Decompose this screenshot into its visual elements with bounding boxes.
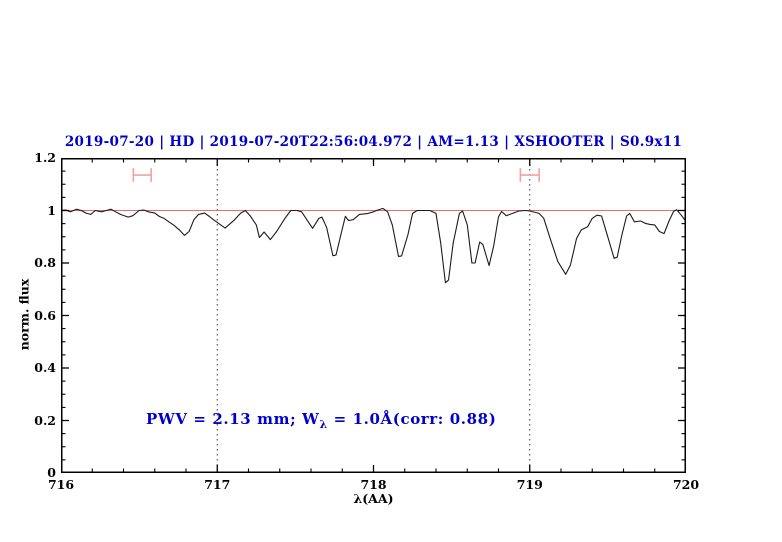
spectrum-line bbox=[61, 207, 686, 284]
x-tick-label-719: 719 bbox=[516, 477, 543, 492]
y-tick-label-0.6: 0.6 bbox=[34, 307, 56, 323]
plot-frame bbox=[61, 158, 686, 473]
x-tick-label-720: 720 bbox=[672, 477, 700, 492]
pwv-annotation-prefix: PWV = 2.13 mm; W bbox=[146, 410, 320, 428]
y-tick-label-1.2: 1.2 bbox=[34, 150, 56, 165]
x-tick-label-716: 716 bbox=[47, 477, 75, 492]
y-tick-label-1: 1 bbox=[47, 202, 56, 218]
y-tick-label-0: 0 bbox=[47, 465, 56, 480]
x-tick-label-718: 718 bbox=[360, 477, 387, 492]
plot-area: PWV = 2.13 mm; Wλ = 1.0Å(corr: 0.88) bbox=[61, 158, 686, 473]
pwv-annotation-suffix: = 1.0Å(corr: 0.88) bbox=[327, 410, 497, 428]
y-tick-label-0.2: 0.2 bbox=[34, 412, 56, 428]
x-axis-label: λ(AA) bbox=[353, 491, 394, 506]
pwv-annotation: PWV = 2.13 mm; Wλ = 1.0Å(corr: 0.88) bbox=[146, 410, 496, 431]
y-tick-label-0.4: 0.4 bbox=[34, 360, 56, 375]
spectrum-plot-svg bbox=[61, 158, 686, 473]
plot-title: 2019-07-20 | HD | 2019-07-20T22:56:04.97… bbox=[64, 134, 683, 150]
x-tick-label-717: 717 bbox=[204, 477, 231, 492]
y-tick-label-0.8: 0.8 bbox=[34, 255, 56, 270]
pwv-annotation-lambda-subscript: λ bbox=[319, 418, 328, 431]
